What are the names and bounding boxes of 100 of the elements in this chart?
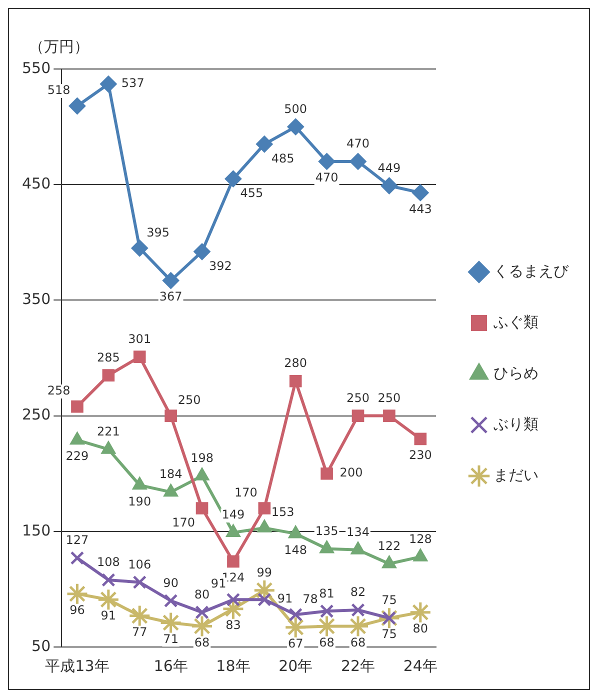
x-tick-label: 22年 [340, 656, 376, 675]
data-label: 449 [378, 160, 401, 175]
point [196, 502, 208, 514]
point [224, 170, 242, 188]
data-label: 71 [163, 632, 178, 646]
point [320, 467, 333, 480]
legend-label: ぶり類 [494, 414, 538, 433]
point [289, 374, 302, 388]
x-tick-label: 20年 [278, 656, 313, 675]
data-label: 250 [178, 392, 201, 407]
y-tick-label: 450 [22, 174, 51, 192]
y-tick-label: 250 [22, 406, 51, 424]
data-label: 81 [319, 586, 334, 600]
data-label: 500 [284, 102, 308, 116]
point [102, 573, 116, 587]
data-label: 184 [159, 467, 182, 482]
data-label: 170 [172, 515, 196, 530]
point [133, 350, 146, 363]
data-label: 122 [378, 538, 401, 553]
point [380, 177, 398, 194]
data-label: 75 [382, 627, 397, 642]
point [164, 594, 178, 608]
data-label: 455 [240, 186, 264, 200]
data-label: 470 [346, 136, 370, 151]
point [97, 588, 120, 611]
data-label: 190 [128, 494, 152, 508]
data-label: 99 [256, 565, 272, 580]
data-label: 148 [284, 542, 308, 557]
data-label: 250 [346, 390, 370, 405]
data-label: 68 [350, 635, 366, 650]
point [352, 410, 364, 422]
data-label: 149 [222, 508, 245, 522]
point [350, 152, 367, 170]
y-tick-label: 50 [32, 636, 51, 655]
data-label: 68 [194, 635, 210, 650]
point [70, 551, 84, 565]
point [227, 555, 240, 568]
data-label: 108 [96, 555, 120, 570]
data-label: 200 [340, 466, 363, 480]
point [256, 136, 273, 153]
data-label: 443 [408, 202, 432, 216]
data-label: 80 [194, 587, 210, 602]
x-tick-label: 18年 [216, 656, 250, 675]
point [162, 272, 180, 290]
data-label: 127 [66, 533, 89, 548]
data-label: 91 [100, 608, 116, 623]
point [383, 410, 396, 422]
point [100, 76, 117, 93]
data-label: 75 [382, 593, 397, 608]
point [164, 410, 177, 422]
y-tick-label: 150 [22, 521, 51, 540]
point [318, 152, 336, 170]
data-label: 91 [210, 576, 226, 591]
point [409, 601, 432, 624]
data-label: 106 [128, 557, 152, 572]
legend-label: まだい [494, 466, 538, 484]
point [66, 582, 88, 606]
data-label: 258 [47, 384, 70, 398]
data-label: 470 [315, 170, 338, 185]
point [194, 243, 211, 260]
data-label: 392 [209, 258, 232, 273]
data-label: 91 [277, 592, 293, 606]
data-label: 301 [128, 332, 152, 346]
x-tick-label: 16年 [154, 656, 188, 675]
point [68, 97, 86, 114]
data-label: 68 [319, 635, 334, 650]
point [412, 184, 429, 202]
point [288, 608, 303, 622]
data-label: 135 [315, 524, 338, 538]
data-label: 518 [47, 83, 70, 98]
data-label: 395 [146, 225, 170, 240]
point [258, 502, 271, 514]
point [71, 400, 84, 413]
point [160, 611, 182, 634]
data-label: 83 [226, 618, 241, 632]
data-label: 221 [96, 424, 120, 438]
y-axis-title: （万円） [29, 37, 89, 56]
point [195, 605, 209, 620]
data-label: 96 [70, 602, 85, 617]
data-label: 78 [302, 592, 318, 606]
data-label: 77 [132, 624, 148, 639]
data-label: 90 [163, 576, 178, 590]
point [132, 575, 147, 590]
legend-label: ひらめ [494, 364, 538, 382]
point [284, 616, 307, 639]
point [226, 592, 240, 607]
data-label: 134 [346, 525, 370, 540]
data-label: 285 [96, 350, 120, 364]
y-tick-label: 550 [22, 58, 51, 77]
point [287, 118, 304, 136]
data-label: 537 [121, 76, 144, 90]
data-label: 67 [288, 636, 304, 650]
point [131, 240, 148, 257]
data-label: 128 [408, 532, 432, 546]
data-label: 170 [234, 485, 258, 500]
data-label: 80 [412, 621, 428, 636]
point [382, 611, 396, 626]
data-label: 198 [190, 451, 214, 466]
data-label: 82 [350, 585, 366, 600]
legend-label: ふぐ類 [492, 312, 538, 331]
